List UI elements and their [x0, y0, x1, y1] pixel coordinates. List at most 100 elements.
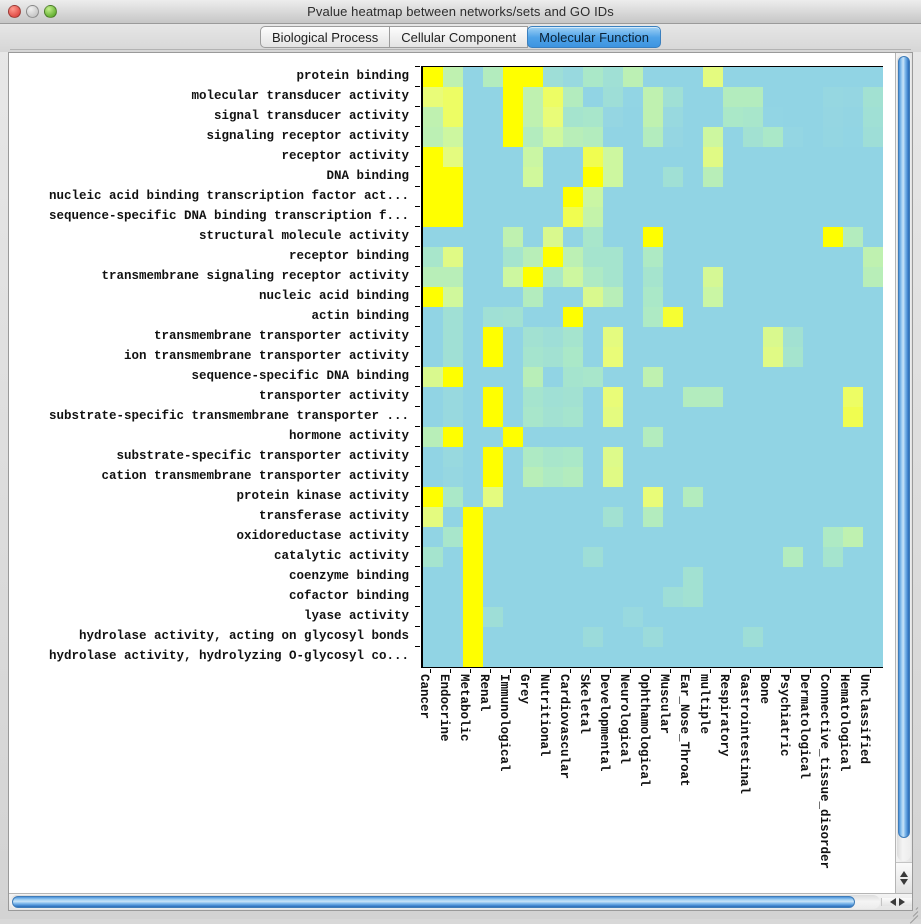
heatmap-cell[interactable] — [763, 547, 783, 567]
heatmap-cell[interactable] — [503, 507, 523, 527]
heatmap-cell[interactable] — [663, 307, 683, 327]
heatmap-cell[interactable] — [483, 367, 503, 387]
heatmap-cell[interactable] — [523, 647, 543, 667]
heatmap-cell[interactable] — [623, 107, 643, 127]
heatmap-cell[interactable] — [723, 147, 743, 167]
heatmap-cell[interactable] — [583, 527, 603, 547]
heatmap-cell[interactable] — [503, 607, 523, 627]
heatmap-cell[interactable] — [843, 67, 863, 87]
heatmap-cell[interactable] — [623, 67, 643, 87]
heatmap-cell[interactable] — [743, 307, 763, 327]
heatmap-cell[interactable] — [543, 187, 563, 207]
close-window-button[interactable] — [8, 5, 21, 18]
heatmap-cell[interactable] — [803, 287, 823, 307]
heatmap-cell[interactable] — [823, 147, 843, 167]
heatmap-cell[interactable] — [503, 427, 523, 447]
heatmap-cell[interactable] — [423, 127, 443, 147]
heatmap-cell[interactable] — [443, 247, 463, 267]
heatmap-cell[interactable] — [863, 67, 883, 87]
heatmap-cell[interactable] — [843, 367, 863, 387]
heatmap-cell[interactable] — [663, 387, 683, 407]
heatmap-cell[interactable] — [603, 87, 623, 107]
heatmap-cell[interactable] — [683, 607, 703, 627]
heatmap-cell[interactable] — [443, 307, 463, 327]
heatmap-cell[interactable] — [623, 407, 643, 427]
heatmap-cell[interactable] — [843, 267, 863, 287]
heatmap-cell[interactable] — [703, 187, 723, 207]
heatmap-cell[interactable] — [503, 647, 523, 667]
heatmap-cell[interactable] — [843, 127, 863, 147]
heatmap-cell[interactable] — [663, 467, 683, 487]
heatmap-cell[interactable] — [503, 447, 523, 467]
heatmap-cell[interactable] — [643, 327, 663, 347]
heatmap-cell[interactable] — [623, 387, 643, 407]
heatmap-cell[interactable] — [783, 167, 803, 187]
heatmap-cell[interactable] — [443, 647, 463, 667]
heatmap-cell[interactable] — [823, 227, 843, 247]
heatmap-cell[interactable] — [743, 107, 763, 127]
heatmap-cell[interactable] — [443, 407, 463, 427]
heatmap-cell[interactable] — [483, 167, 503, 187]
heatmap-cell[interactable] — [583, 327, 603, 347]
heatmap-cell[interactable] — [763, 307, 783, 327]
heatmap-cell[interactable] — [743, 627, 763, 647]
heatmap-cell[interactable] — [763, 387, 783, 407]
heatmap-cell[interactable] — [503, 187, 523, 207]
heatmap-cell[interactable] — [543, 367, 563, 387]
heatmap-cell[interactable] — [703, 307, 723, 327]
heatmap-cell[interactable] — [623, 567, 643, 587]
heatmap-cell[interactable] — [583, 107, 603, 127]
heatmap-cell[interactable] — [763, 187, 783, 207]
heatmap-cell[interactable] — [543, 547, 563, 567]
heatmap-cell[interactable] — [463, 507, 483, 527]
heatmap-cell[interactable] — [803, 367, 823, 387]
heatmap-cell[interactable] — [523, 567, 543, 587]
heatmap-cell[interactable] — [663, 507, 683, 527]
heatmap-cell[interactable] — [683, 527, 703, 547]
heatmap-cell[interactable] — [603, 267, 623, 287]
heatmap-cell[interactable] — [463, 427, 483, 447]
heatmap-cell[interactable] — [783, 487, 803, 507]
heatmap-cell[interactable] — [663, 347, 683, 367]
heatmap-cell[interactable] — [423, 427, 443, 447]
heatmap-cell[interactable] — [483, 87, 503, 107]
heatmap-cell[interactable] — [603, 67, 623, 87]
heatmap-cell[interactable] — [463, 467, 483, 487]
heatmap-cell[interactable] — [643, 67, 663, 87]
heatmap-cell[interactable] — [843, 467, 863, 487]
heatmap-cell[interactable] — [463, 327, 483, 347]
heatmap-cell[interactable] — [483, 287, 503, 307]
heatmap-cell[interactable] — [803, 387, 823, 407]
heatmap-cell[interactable] — [543, 227, 563, 247]
heatmap-cell[interactable] — [663, 87, 683, 107]
heatmap-cell[interactable] — [763, 407, 783, 427]
heatmap-cell[interactable] — [803, 507, 823, 527]
heatmap-cell[interactable] — [783, 587, 803, 607]
heatmap-cell[interactable] — [663, 107, 683, 127]
heatmap-cell[interactable] — [683, 427, 703, 447]
heatmap-cell[interactable] — [823, 407, 843, 427]
heatmap-cell[interactable] — [823, 647, 843, 667]
heatmap-cell[interactable] — [703, 127, 723, 147]
heatmap-cell[interactable] — [803, 587, 823, 607]
heatmap-cell[interactable] — [683, 187, 703, 207]
heatmap-cell[interactable] — [863, 287, 883, 307]
heatmap-cell[interactable] — [683, 627, 703, 647]
heatmap-cell[interactable] — [703, 427, 723, 447]
heatmap-cell[interactable] — [823, 167, 843, 187]
heatmap-cell[interactable] — [603, 387, 623, 407]
heatmap-cell[interactable] — [783, 187, 803, 207]
horizontal-scrollbar[interactable] — [9, 893, 912, 910]
heatmap-cell[interactable] — [723, 67, 743, 87]
heatmap-cell[interactable] — [623, 527, 643, 547]
heatmap-cell[interactable] — [823, 247, 843, 267]
heatmap-cell[interactable] — [783, 407, 803, 427]
heatmap-cell[interactable] — [783, 647, 803, 667]
heatmap-cell[interactable] — [423, 87, 443, 107]
heatmap-cell[interactable] — [803, 547, 823, 567]
heatmap-cell[interactable] — [783, 307, 803, 327]
heatmap-cell[interactable] — [683, 487, 703, 507]
heatmap-cell[interactable] — [643, 207, 663, 227]
heatmap-cell[interactable] — [523, 527, 543, 547]
heatmap-cell[interactable] — [763, 327, 783, 347]
